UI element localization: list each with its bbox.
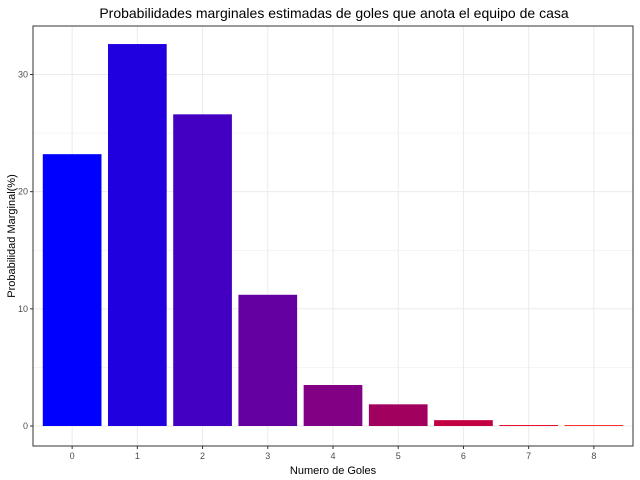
x-axis-title: Numero de Goles bbox=[290, 465, 377, 477]
x-tick-label: 5 bbox=[396, 451, 401, 461]
y-axis-title: Probabilidad Marginal(%) bbox=[6, 174, 18, 298]
chart-title: Probabilidades marginales estimadas de g… bbox=[99, 5, 569, 21]
bar-8 bbox=[564, 425, 624, 426]
bar-4 bbox=[303, 384, 363, 426]
x-tick-label: 3 bbox=[265, 451, 270, 461]
bar-2 bbox=[173, 114, 232, 426]
y-tick-label: 20 bbox=[18, 187, 28, 197]
bar-3 bbox=[238, 294, 298, 426]
bar-0 bbox=[42, 154, 102, 426]
x-tick-label: 4 bbox=[330, 451, 335, 461]
bar-5 bbox=[368, 404, 428, 426]
bar-7 bbox=[499, 425, 558, 426]
x-tick-label: 1 bbox=[135, 451, 140, 461]
x-tick-label: 8 bbox=[591, 451, 596, 461]
bar-1 bbox=[108, 44, 167, 426]
bar-6 bbox=[434, 420, 493, 426]
y-tick-label: 30 bbox=[18, 70, 28, 80]
x-axis-ticks: 0 1 2 3 4 5 6 7 8 bbox=[70, 446, 596, 461]
y-tick-label: 10 bbox=[18, 304, 28, 314]
x-tick-label: 7 bbox=[526, 451, 531, 461]
x-tick-label: 2 bbox=[200, 451, 205, 461]
x-tick-label: 0 bbox=[70, 451, 75, 461]
y-tick-label: 0 bbox=[23, 421, 28, 431]
x-tick-label: 6 bbox=[461, 451, 466, 461]
y-axis-ticks: 0 10 20 30 bbox=[18, 70, 33, 431]
bars bbox=[42, 44, 624, 426]
